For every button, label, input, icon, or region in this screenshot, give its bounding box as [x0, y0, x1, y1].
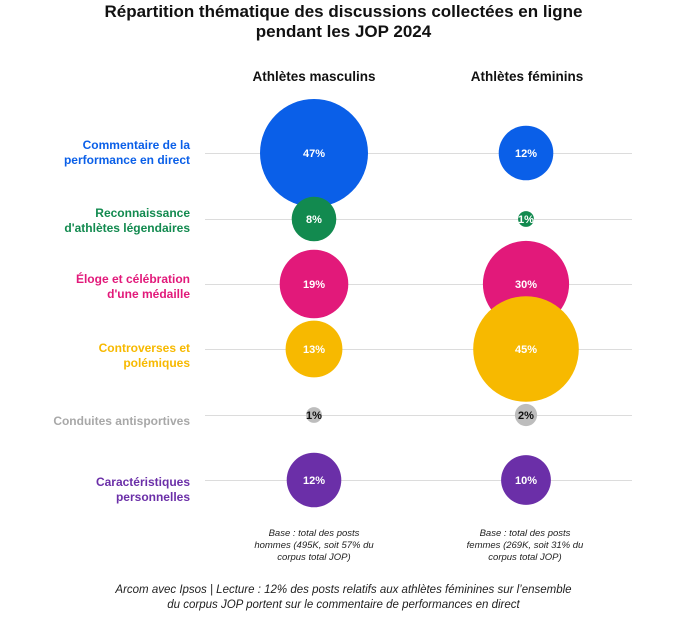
- bubble-value-label: 1%: [518, 214, 534, 226]
- bubble-value-label: 47%: [303, 148, 325, 160]
- bubble-circle: [291, 196, 337, 242]
- category-label-line: Controverses et: [98, 341, 190, 355]
- bubble-mark: 1%: [518, 211, 534, 227]
- category-label-line: polémiques: [123, 356, 190, 370]
- bubble-circle: [518, 211, 534, 227]
- base-note-women: Base : total des posts femmes (269K, soi…: [440, 528, 610, 564]
- row-gridline: [205, 349, 632, 350]
- category-label-line: Caractéristiques: [95, 475, 190, 489]
- column-header-men: Athlètes masculins: [252, 69, 376, 84]
- row-gridline: [205, 415, 632, 416]
- category-label-line: personnelles: [115, 490, 190, 504]
- base-note-line: Base : total des posts: [479, 528, 571, 539]
- bubble-circle: [501, 455, 551, 505]
- bubble-mark: 10%: [501, 455, 551, 505]
- base-note-line: femmes (269K, soit 31% du: [466, 540, 584, 551]
- bubble-mark: 12%: [286, 452, 342, 508]
- base-note-line: corpus total JOP): [277, 552, 351, 563]
- bubble-value-label: 8%: [306, 214, 322, 226]
- bubble-circle: [514, 403, 538, 427]
- bubble-circle: [498, 125, 554, 181]
- category-label-personal-traits: Caractéristiques personnelles: [20, 475, 190, 505]
- chart-title-line-1: Répartition thématique des discussions c…: [104, 2, 583, 21]
- category-label-line: d'athlètes légendaires: [64, 221, 190, 235]
- bubble-circle: [285, 320, 343, 378]
- bubble-value-label: 19%: [303, 279, 325, 291]
- bubble-mark: 19%: [279, 249, 349, 319]
- bubble-circle: [473, 296, 579, 402]
- category-label-controversies: Controverses et polémiques: [20, 341, 190, 371]
- category-label-line: Reconnaissance: [95, 206, 190, 220]
- row-gridline: [205, 480, 632, 481]
- source-footer: Arcom avec Ipsos | Lecture : 12% des pos…: [0, 583, 687, 613]
- bubble-circle: [286, 452, 342, 508]
- bubble-value-label: 45%: [515, 344, 537, 356]
- row-gridline: [205, 219, 632, 220]
- footer-line: du corpus JOP portent sur le commentaire…: [167, 599, 520, 611]
- bubble-value-label: 30%: [515, 279, 537, 291]
- row-gridline: [205, 284, 632, 285]
- base-note-men: Base : total des posts hommes (495K, soi…: [229, 528, 399, 564]
- base-note-line: corpus total JOP): [488, 552, 562, 563]
- bubble-value-label: 13%: [303, 344, 325, 356]
- footer-line: Arcom avec Ipsos | Lecture : 12% des pos…: [115, 584, 572, 596]
- category-label-medal-praise: Éloge et célébration d'une médaille: [20, 272, 190, 302]
- column-header-women: Athlètes féminins: [470, 69, 584, 84]
- bubble-mark: 45%: [473, 296, 579, 402]
- category-label-line: d'une médaille: [107, 287, 190, 301]
- bubble-mark: 8%: [291, 196, 337, 242]
- category-label-line: Commentaire de la: [82, 138, 190, 152]
- bubble-circle: [279, 249, 349, 319]
- bubble-value-label: 12%: [515, 148, 537, 160]
- base-note-line: hommes (495K, soit 57% du: [254, 540, 374, 551]
- category-label-line: performance en direct: [63, 153, 190, 167]
- bubble-value-label: 1%: [306, 410, 322, 422]
- bubble-mark: 13%: [285, 320, 343, 378]
- bubble-mark: 12%: [498, 125, 554, 181]
- chart-title-line-2: pendant les JOP 2024: [255, 22, 432, 41]
- bubble-value-label: 10%: [515, 475, 537, 487]
- bubble-mark: 2%: [514, 403, 538, 427]
- category-label-legendary-athletes: Reconnaissance d'athlètes légendaires: [20, 206, 190, 236]
- chart-title: Répartition thématique des discussions c…: [0, 2, 687, 42]
- category-label-unsporting-conduct: Conduites antisportives: [20, 414, 190, 429]
- bubble-mark: 1%: [306, 407, 322, 423]
- bubble-mark: 47%: [260, 99, 368, 207]
- category-label-live-performance: Commentaire de la performance en direct: [20, 138, 190, 168]
- bubble-circle: [306, 407, 322, 423]
- bubble-circle: [260, 99, 368, 207]
- bubble-value-label: 2%: [518, 410, 534, 422]
- category-label-line: Éloge et célébration: [75, 272, 190, 286]
- base-note-line: Base : total des posts: [268, 528, 360, 539]
- category-label-line: Conduites antisportives: [53, 414, 190, 428]
- row-gridline: [205, 153, 632, 154]
- bubble-value-label: 12%: [303, 475, 325, 487]
